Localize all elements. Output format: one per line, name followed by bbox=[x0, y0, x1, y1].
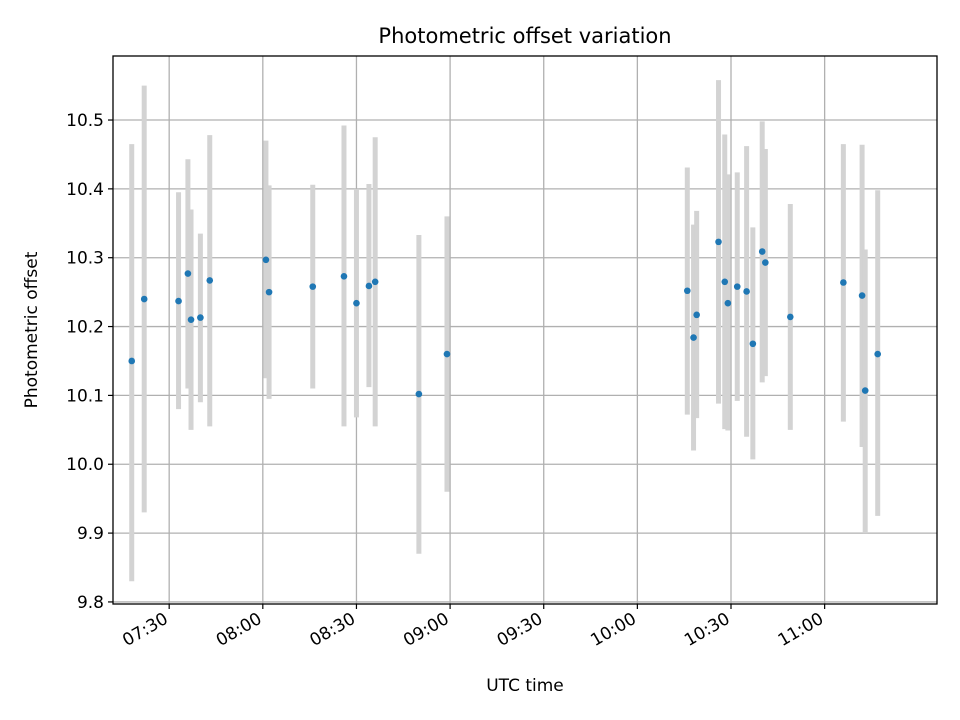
data-point bbox=[684, 287, 691, 295]
data-point bbox=[309, 283, 317, 290]
data-point bbox=[415, 390, 423, 398]
data-point bbox=[365, 282, 373, 290]
y-axis-label: Photometric offset bbox=[22, 251, 42, 408]
data-point bbox=[715, 238, 722, 246]
plot-frame bbox=[112, 55, 938, 605]
y-tick-label: 10.4 bbox=[66, 180, 104, 200]
data-point bbox=[749, 340, 757, 348]
y-tick-label: 10.3 bbox=[66, 249, 104, 269]
data-point bbox=[340, 273, 348, 280]
y-axis-ticks: 9.8 9.9 10.0 10.1 10.2 10.3 10.4 10.5 bbox=[66, 111, 113, 613]
plot-area bbox=[113, 56, 937, 604]
data-point bbox=[690, 334, 697, 341]
y-tick-label: 10.1 bbox=[66, 386, 104, 406]
data-point bbox=[724, 299, 732, 307]
data-point bbox=[371, 278, 379, 286]
data-point bbox=[262, 256, 270, 264]
data-point bbox=[175, 297, 182, 305]
data-point bbox=[861, 387, 869, 394]
y-tick-label: 10.0 bbox=[66, 455, 104, 475]
data-point bbox=[265, 288, 273, 296]
data-point bbox=[840, 279, 847, 286]
data-point bbox=[858, 292, 866, 299]
data-point bbox=[140, 295, 148, 303]
y-tick-label: 9.8 bbox=[77, 593, 104, 613]
data-point bbox=[758, 248, 766, 255]
data-point bbox=[187, 316, 195, 323]
data-point bbox=[197, 314, 204, 321]
grid bbox=[113, 56, 937, 604]
y-tick-label: 10.2 bbox=[66, 318, 104, 338]
y-tick-label: 9.9 bbox=[77, 524, 104, 544]
data-point bbox=[206, 277, 214, 284]
data-point bbox=[721, 278, 729, 286]
data-point bbox=[693, 311, 700, 319]
y-tick-label: 10.5 bbox=[66, 111, 104, 131]
data-point bbox=[743, 288, 750, 295]
data-point bbox=[353, 299, 360, 307]
data-point bbox=[762, 259, 769, 266]
data-point bbox=[128, 357, 136, 365]
x-axis-label: UTC time bbox=[486, 676, 564, 696]
data-point bbox=[733, 283, 741, 290]
data-point bbox=[184, 270, 192, 277]
data-point bbox=[443, 350, 451, 358]
data-points bbox=[128, 238, 881, 398]
data-point bbox=[787, 313, 794, 321]
data-point bbox=[874, 350, 881, 358]
chart-title: Photometric offset variation bbox=[378, 24, 671, 48]
